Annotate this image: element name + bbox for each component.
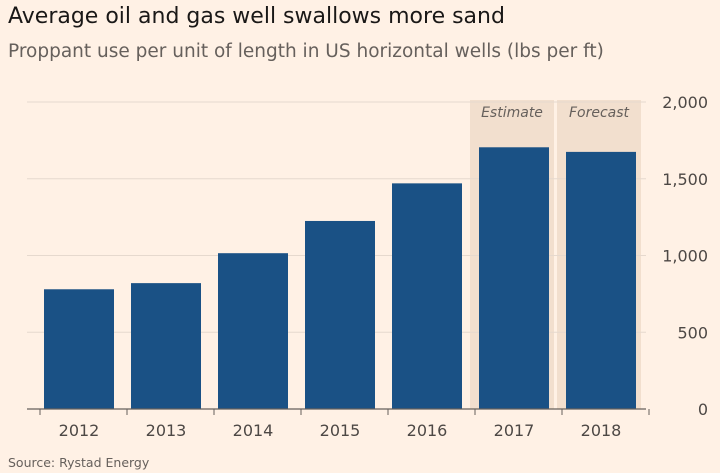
bar-2017 xyxy=(479,147,549,409)
y-tick-label: 1,000 xyxy=(662,247,708,266)
bar-2012 xyxy=(44,289,114,409)
bar-2014 xyxy=(218,253,288,409)
bar-2018 xyxy=(566,151,636,409)
y-tick-label: 2,000 xyxy=(662,93,708,112)
chart-title: Average oil and gas well swallows more s… xyxy=(8,4,505,29)
chart-subtitle: Proppant use per unit of length in US ho… xyxy=(8,41,604,62)
x-tick-label-2014: 2014 xyxy=(233,421,274,440)
x-axis: 2012 2013 2014 2015 2016 2017 2018 xyxy=(27,408,650,440)
y-tick-label: 1,500 xyxy=(662,170,708,189)
x-tick-label-2017: 2017 xyxy=(494,421,535,440)
y-tick-label: 0 xyxy=(698,400,708,419)
x-tick-label-2016: 2016 xyxy=(407,421,448,440)
highlight-label-2018: Forecast xyxy=(569,105,630,121)
bar-2013 xyxy=(131,283,201,409)
x-tick-label-2015: 2015 xyxy=(320,421,361,440)
x-tick-label-2018: 2018 xyxy=(581,421,622,440)
highlight-label-2017: Estimate xyxy=(481,105,543,121)
bars xyxy=(44,147,636,409)
x-tick-label-2012: 2012 xyxy=(59,421,100,440)
y-tick-label: 500 xyxy=(677,323,708,342)
bar-2015 xyxy=(305,220,375,409)
highlight-labels: Estimate Forecast xyxy=(481,105,629,121)
y-axis: 0 500 1,000 1,500 2,000 xyxy=(662,93,708,419)
bar-2016 xyxy=(392,183,462,409)
source-note: Source: Rystad Energy xyxy=(8,455,150,470)
x-tick-label-2013: 2013 xyxy=(146,421,187,440)
